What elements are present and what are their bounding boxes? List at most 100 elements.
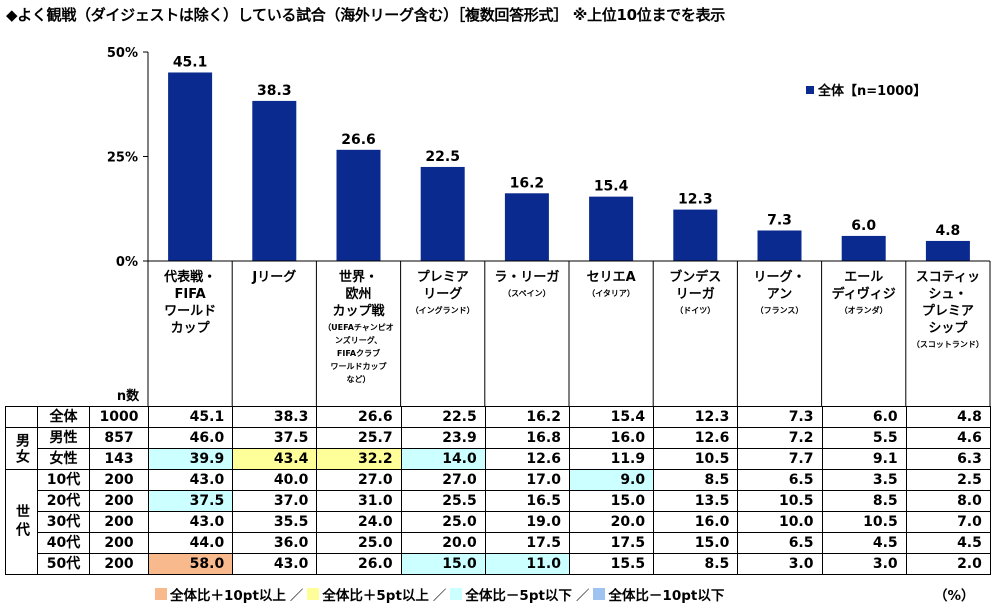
bar-value-label: 16.2 <box>510 175 545 191</box>
table-cell: 16.0 <box>653 511 739 533</box>
bar <box>841 235 886 261</box>
category-label: ブンデス <box>669 269 721 285</box>
y-tick-label: 25% <box>107 151 138 166</box>
n-count: 200 <box>89 532 149 554</box>
row-label: 10代 <box>37 469 90 491</box>
separator: ／ <box>432 588 447 604</box>
table-cell: 9.0 <box>568 469 655 491</box>
bar <box>168 72 213 262</box>
table-cell: 6.5 <box>737 469 823 491</box>
category-label: ワールド <box>164 304 216 319</box>
bar-value-label: 15.4 <box>594 179 629 195</box>
category-sublabel: （フランス） <box>756 305 804 315</box>
row-label: 女性 <box>37 448 90 470</box>
table-cell: 2.0 <box>905 553 991 575</box>
y-tick-label: 0% <box>116 255 138 270</box>
category-label: カップ <box>171 321 211 336</box>
table-cell: 27.0 <box>400 469 486 491</box>
bar-value-label: 38.3 <box>257 83 292 99</box>
group-cell <box>5 406 38 428</box>
category-label: エール <box>844 270 883 285</box>
table-row: 女性 143 39.9 43.4 32.2 14.0 12.6 11.9 10.5 7.7 9.1 6… <box>6 448 991 470</box>
category-label: リーグ <box>423 286 462 302</box>
category-sublabel: （イングランド） <box>411 305 475 315</box>
category-label: プレミア <box>922 304 974 319</box>
n-label: n数 <box>117 388 140 404</box>
table-cell: 12.6 <box>484 448 570 470</box>
bar <box>504 193 549 261</box>
category-label: シップ <box>928 321 968 336</box>
table-cell: 8.5 <box>653 469 739 491</box>
table-cell: 7.0 <box>905 511 991 533</box>
table-cell: 10.5 <box>737 490 823 512</box>
separator: ／ <box>289 588 304 604</box>
table-cell: 3.0 <box>821 553 907 575</box>
table-cell: 4.5 <box>821 532 907 554</box>
table-cell: 8.0 <box>905 490 991 512</box>
table-cell: 26.6 <box>316 406 402 428</box>
table-row: 男女 男性 857 46.0 37.5 25.7 23.9 16.8 16.0 12.6 7.2 5.… <box>5 427 991 470</box>
highlight-swatch <box>450 588 463 600</box>
n-count: 857 <box>89 427 149 449</box>
table-cell: 7.2 <box>737 427 823 449</box>
table-cell: 35.5 <box>232 511 318 533</box>
y-tick-label: 50% <box>107 46 138 61</box>
table-cell: 13.5 <box>653 490 739 512</box>
highlight-swatch <box>155 588 167 600</box>
bar-chart: 0% 25% 50% 45.1 38.3 26.6 22.5 16.2 15.4 12.3 7.3 6… <box>107 46 991 407</box>
table-cell: 15.0 <box>568 490 655 512</box>
n-count: 200 <box>89 511 149 533</box>
table-cell: 40.0 <box>232 469 318 491</box>
bar <box>589 196 634 261</box>
category-label: セリエA <box>587 270 636 285</box>
table-cell: 4.8 <box>905 406 991 428</box>
table-cell: 6.3 <box>905 448 991 470</box>
table-cell: 15.0 <box>653 532 739 554</box>
highlight-swatch <box>307 588 320 600</box>
separator: ／ <box>575 588 590 604</box>
table-cell: 8.5 <box>821 490 907 512</box>
category-label: Jリーグ <box>251 269 296 285</box>
table-cell: 46.0 <box>147 427 234 449</box>
table-cell: 12.3 <box>653 406 739 428</box>
bar <box>336 149 381 261</box>
table-cell: 25.7 <box>316 427 402 449</box>
bar-value-label: 4.8 <box>935 223 960 239</box>
table-cell: 17.5 <box>484 532 570 554</box>
bar-value-label: 7.3 <box>767 212 792 228</box>
table-cell: 7.7 <box>737 448 823 470</box>
table-cell: 10.0 <box>737 511 823 533</box>
bar <box>757 230 802 261</box>
table-cell: 14.0 <box>400 448 486 470</box>
table-cell: 4.5 <box>905 532 991 554</box>
category-label: 世界・ <box>339 269 378 285</box>
highlight-label: 全体比＋10pt以上 <box>170 588 286 604</box>
bar <box>252 100 297 261</box>
table-cell: 20.0 <box>568 511 655 533</box>
table-cell: 17.5 <box>568 532 655 554</box>
table-cell: 27.0 <box>316 469 402 491</box>
unit-label: （%） <box>934 588 975 604</box>
table-cell: 4.6 <box>905 427 991 449</box>
data-table: 全体 1000 45.1 38.3 26.6 22.5 16.2 15.4 12.3 7.3 6.0… <box>5 406 991 575</box>
table-cell: 11.9 <box>568 448 655 470</box>
table-cell: 44.0 <box>147 532 234 554</box>
row-label: 50代 <box>37 553 90 575</box>
category-label: リーグ・ <box>753 269 805 285</box>
table-cell: 37.5 <box>147 490 234 512</box>
n-count: 200 <box>89 469 149 491</box>
table-cell: 10.5 <box>653 448 739 470</box>
category-sublabel: ワールドカップ <box>331 361 388 371</box>
group-cell: 男女 <box>5 427 38 470</box>
row-label: 30代 <box>37 511 90 533</box>
category-label: アン <box>767 287 792 302</box>
bar <box>925 240 970 261</box>
table-cell: 16.5 <box>484 490 570 512</box>
table-cell: 26.0 <box>316 553 402 575</box>
row-label: 男性 <box>37 427 90 449</box>
category-label: ラ・リーガ <box>494 270 559 285</box>
group-cell: 世代 <box>5 469 38 575</box>
bar-value-label: 45.1 <box>173 54 208 70</box>
table-row: 全体 1000 45.1 38.3 26.6 22.5 16.2 15.4 12.3 7.3 6.0… <box>5 406 991 428</box>
table-cell: 43.0 <box>147 511 234 533</box>
